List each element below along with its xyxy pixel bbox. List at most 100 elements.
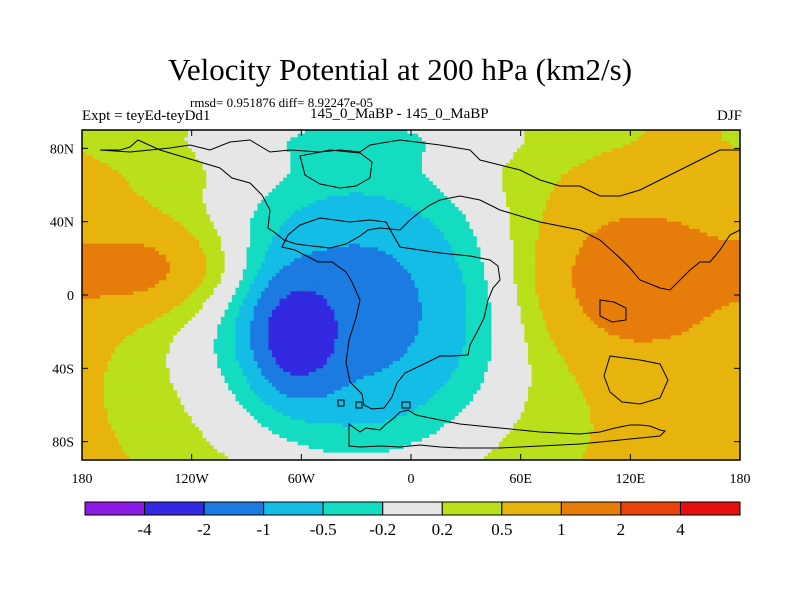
field-cell [736,141,740,146]
field-cell [612,207,617,212]
field-cell [177,137,182,142]
field-cell [721,185,726,190]
field-cell [242,159,248,164]
field-cell [242,177,248,182]
field-cell [337,152,343,157]
field-cell [432,144,438,149]
field-cell [235,181,240,186]
field-cell [670,177,675,182]
field-cell [385,214,390,219]
field-cell [261,225,266,230]
field-cell [458,170,463,175]
field-cell [429,214,434,219]
field-cell [725,133,730,138]
field-cell [432,221,438,226]
field-cell [623,144,628,149]
field-cell [140,196,145,201]
field-cell [220,207,226,212]
field-cell [513,207,518,212]
field-cell [531,181,536,186]
field-cell [469,214,474,219]
field-cell [714,185,719,190]
field-cell [173,181,178,186]
field-cell [144,229,149,234]
field-cell [326,174,332,179]
field-cell [633,170,639,175]
field-cell [268,203,273,208]
field-cell [268,181,273,186]
field-cell [586,210,591,215]
field-cell [111,130,116,135]
field-cell [506,214,511,219]
field-cell [666,207,672,212]
field-cell [652,163,657,168]
field-cell [396,148,401,153]
field-cell [111,192,116,197]
field-cell [217,181,222,186]
field-cell [290,163,295,168]
field-cell [549,229,555,234]
field-cell [612,203,617,208]
field-cell [224,214,229,219]
field-cell [688,225,694,230]
field-cell [158,192,164,197]
field-cell [648,207,653,212]
field-cell [564,192,569,197]
field-cell [498,133,503,138]
field-cell [593,196,599,201]
field-cell [173,159,178,164]
field-cell [520,163,525,168]
field-cell [235,148,240,153]
field-cell [502,210,507,215]
field-cell [418,196,423,201]
field-cell [319,144,324,149]
field-cell [535,221,540,226]
field-cell [615,144,620,149]
field-cell [535,144,540,149]
field-cell [389,181,394,186]
field-cell [597,155,602,160]
field-cell [162,214,167,219]
field-cell [122,155,127,160]
field-cell [480,225,485,230]
field-cell [517,203,522,208]
field-cell [217,152,222,157]
field-cell [359,174,365,179]
field-cell [411,177,416,182]
field-cell [253,170,259,175]
field-cell [718,185,723,190]
field-cell [348,229,354,234]
field-cell [538,152,544,157]
field-cell [231,210,237,215]
field-cell [458,137,463,142]
field-cell [531,141,536,146]
field-cell [465,170,471,175]
field-cell [345,141,350,146]
field-cell [191,137,196,142]
field-cell [144,185,149,190]
field-cell [707,144,712,149]
field-cell [206,141,211,146]
field-cell [374,141,379,146]
field-cell [407,170,412,175]
field-cell [337,192,343,197]
field-cell [209,155,215,160]
field-cell [714,225,719,230]
field-cell [553,155,558,160]
field-cell [389,159,394,164]
field-cell [202,199,207,204]
field-cell [180,225,185,230]
field-cell [286,229,291,234]
field-cell [155,225,160,230]
field-cell [421,192,427,197]
field-cell [246,148,251,153]
field-cell [659,155,664,160]
field-cell [261,133,266,138]
field-cell [652,196,657,201]
field-cell [315,174,321,179]
field-cell [630,221,635,226]
field-cell [586,207,591,212]
field-cell [429,130,434,135]
field-cell [531,192,536,197]
field-cell [699,203,705,208]
